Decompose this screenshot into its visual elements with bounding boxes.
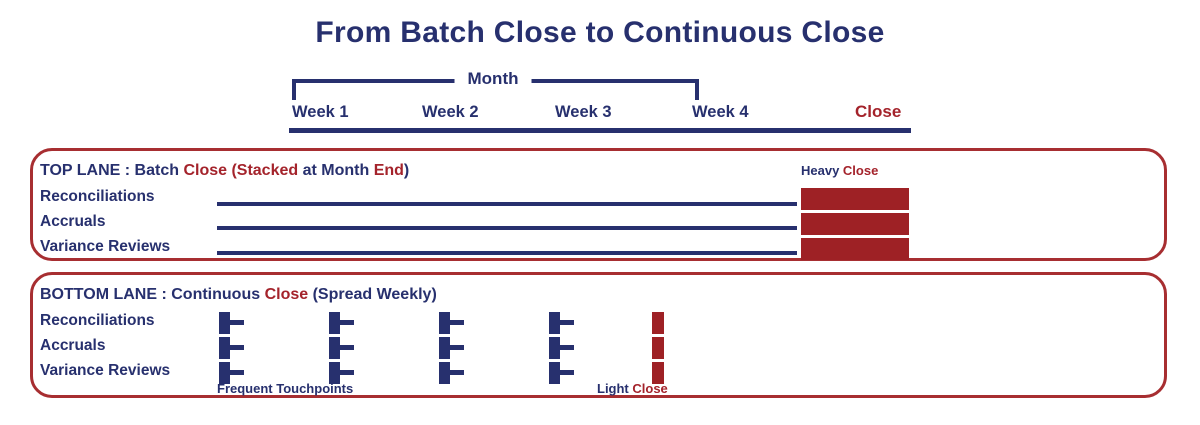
- touchpoint-marker-bar: [219, 336, 230, 359]
- top-lane-row-label: Variance Reviews: [40, 238, 171, 255]
- text-segment: End: [373, 162, 404, 179]
- light-close-bar: [652, 311, 664, 334]
- batch-track-line: [217, 201, 797, 206]
- touchpoint-marker: [549, 336, 574, 359]
- text-segment: (Stacked: [231, 162, 303, 179]
- text-segment: ): [403, 162, 410, 179]
- text-segment: at Month: [302, 162, 374, 179]
- touchpoint-marker-stub: [230, 320, 244, 325]
- bottom-lane-row-label: Accruals: [40, 337, 106, 354]
- touchpoint-marker-bar: [439, 361, 450, 384]
- week-label: Week 3: [555, 103, 612, 121]
- top-lane-title: TOP LANE : Batch Close (Stacked at Month…: [40, 162, 409, 180]
- touchpoint-marker-bar: [329, 336, 340, 359]
- text-segment: Close: [842, 163, 879, 178]
- touchpoint-marker: [549, 311, 574, 334]
- top-lane: TOP LANE : Batch Close (Stacked at Month…: [30, 148, 1167, 261]
- batch-track-line: [217, 226, 797, 230]
- touchpoint-marker-bar: [219, 311, 230, 334]
- heavy-close-label: Heavy Close: [801, 163, 878, 178]
- touchpoint-marker-bar: [549, 336, 560, 359]
- touchpoint-marker-bar: [329, 361, 340, 384]
- touchpoint-marker-stub: [340, 370, 354, 375]
- touchpoint-marker-stub: [560, 345, 574, 350]
- heavy-close-bar: [801, 187, 909, 210]
- bottom-lane-row-label: Reconciliations: [40, 312, 155, 329]
- touchpoint-marker: [329, 311, 354, 334]
- bottom-lane-title: BOTTOM LANE : Continuous Close (Spread W…: [40, 286, 437, 304]
- text-segment: Heavy: [801, 163, 843, 178]
- touchpoint-marker-bar: [549, 311, 560, 334]
- touchpoint-marker: [439, 311, 464, 334]
- light-close-bar: [652, 361, 664, 384]
- touchpoint-marker-bar: [219, 361, 230, 384]
- heavy-close-bar: [801, 237, 909, 260]
- text-segment: BOTTOM LANE : Continuous: [40, 286, 265, 303]
- touchpoint-marker-stub: [560, 320, 574, 325]
- week-label: Week 2: [422, 103, 479, 121]
- touchpoint-marker-bar: [439, 311, 450, 334]
- touchpoint-marker-stub: [340, 320, 354, 325]
- text-segment: Close: [632, 381, 668, 396]
- touchpoint-marker-bar: [439, 336, 450, 359]
- touchpoint-marker-stub: [230, 345, 244, 350]
- touchpoint-marker-stub: [450, 370, 464, 375]
- touchpoint-marker: [329, 336, 354, 359]
- text-segment: TOP LANE : Batch: [40, 162, 184, 179]
- page-title: From Batch Close to Continuous Close: [315, 16, 885, 49]
- touchpoint-marker: [439, 361, 464, 384]
- bottom-lane: BOTTOM LANE : Continuous Close (Spread W…: [30, 272, 1167, 398]
- light-close-label: Light Close: [597, 381, 668, 396]
- heavy-close-bar: [801, 212, 909, 235]
- frequent-touchpoints-label: Frequent Touchpoints: [217, 381, 354, 396]
- touchpoint-marker-stub: [560, 370, 574, 375]
- timeline-close-label: Close: [855, 102, 902, 121]
- touchpoint-marker-bar: [329, 311, 340, 334]
- touchpoint-marker: [219, 336, 244, 359]
- text-segment: (Spread Weekly): [312, 286, 437, 303]
- touchpoint-marker-stub: [230, 370, 244, 375]
- touchpoint-marker: [549, 361, 574, 384]
- text-segment: Close: [264, 286, 313, 303]
- timeline-axis: [289, 128, 911, 133]
- top-lane-row-label: Accruals: [40, 213, 106, 230]
- touchpoint-marker-bar: [549, 361, 560, 384]
- text-segment: Light: [597, 381, 633, 396]
- bottom-lane-row-label: Variance Reviews: [40, 362, 171, 379]
- batch-track-line: [217, 250, 797, 255]
- touchpoint-marker: [439, 336, 464, 359]
- top-lane-row-label: Reconciliations: [40, 188, 155, 205]
- touchpoint-marker-stub: [340, 345, 354, 350]
- touchpoint-marker-stub: [450, 345, 464, 350]
- touchpoint-marker-stub: [450, 320, 464, 325]
- text-segment: Close: [183, 162, 232, 179]
- touchpoint-marker: [219, 311, 244, 334]
- week-label: Week 4: [692, 103, 749, 121]
- month-bracket-label: Month: [454, 69, 532, 89]
- touchpoint-marker: [329, 361, 354, 384]
- touchpoint-marker: [219, 361, 244, 384]
- week-label: Week 1: [292, 103, 349, 121]
- light-close-bar: [652, 336, 664, 359]
